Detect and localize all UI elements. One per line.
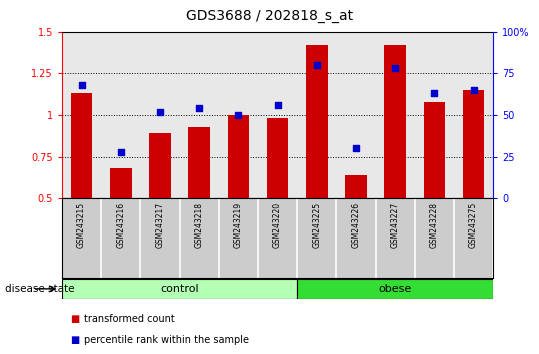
- Point: [430, 91, 439, 96]
- Point: [116, 149, 125, 154]
- Text: transformed count: transformed count: [84, 314, 174, 324]
- Point: [391, 65, 399, 71]
- Text: GSM243225: GSM243225: [312, 202, 321, 249]
- Text: GSM243275: GSM243275: [469, 202, 478, 249]
- Point: [469, 87, 478, 93]
- Bar: [463, 90, 485, 198]
- Text: GSM243217: GSM243217: [155, 202, 164, 249]
- Text: GSM243220: GSM243220: [273, 202, 282, 249]
- Point: [273, 102, 282, 108]
- Text: GSM243216: GSM243216: [116, 202, 125, 249]
- Text: disease state: disease state: [5, 284, 75, 294]
- Point: [234, 112, 243, 118]
- Point: [156, 109, 164, 115]
- Text: GSM243219: GSM243219: [234, 202, 243, 249]
- Text: ■: ■: [70, 314, 79, 324]
- Text: GSM243226: GSM243226: [351, 202, 361, 249]
- Bar: [267, 118, 288, 198]
- Text: GSM243227: GSM243227: [391, 202, 400, 249]
- Point: [351, 145, 360, 151]
- Text: GSM243218: GSM243218: [195, 202, 204, 248]
- Bar: [345, 175, 367, 198]
- Bar: [110, 168, 132, 198]
- Bar: [306, 45, 328, 198]
- Bar: [424, 102, 445, 198]
- Bar: [227, 115, 249, 198]
- Bar: [149, 133, 171, 198]
- Bar: [71, 93, 92, 198]
- Bar: [189, 127, 210, 198]
- Point: [195, 105, 204, 111]
- Text: GSM243228: GSM243228: [430, 202, 439, 248]
- Bar: [297, 279, 493, 299]
- Text: GDS3688 / 202818_s_at: GDS3688 / 202818_s_at: [186, 9, 353, 23]
- Text: percentile rank within the sample: percentile rank within the sample: [84, 335, 248, 345]
- Text: GSM243215: GSM243215: [77, 202, 86, 249]
- Bar: [62, 279, 297, 299]
- Point: [313, 62, 321, 68]
- Text: ■: ■: [70, 335, 79, 345]
- Text: control: control: [160, 284, 199, 294]
- Bar: [384, 45, 406, 198]
- Text: obese: obese: [378, 284, 412, 294]
- Point: [77, 82, 86, 88]
